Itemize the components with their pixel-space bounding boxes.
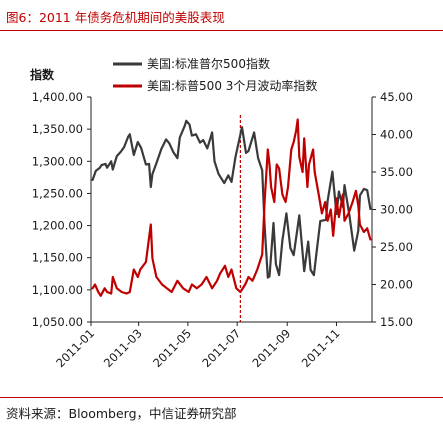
right-axis: 15.00 20.00 25.00 30.00 35.00 40.00 45.00	[371, 90, 413, 329]
left-tick-label: 1,050.00	[32, 315, 83, 329]
legend-label-sp500: 美国:标准普尔500指数	[147, 56, 270, 71]
left-tick-label: 1,350.00	[32, 122, 83, 136]
left-tick-label: 1,150.00	[32, 251, 83, 265]
x-tick-label: 2011-07	[199, 326, 243, 370]
x-tick-label: 2011-09	[249, 326, 293, 370]
title-rule	[0, 30, 443, 31]
source-note: 资料来源：Bloomberg，中信证券研究部	[6, 406, 237, 421]
right-tick-label: 40.00	[380, 128, 413, 142]
left-tick-label: 1,250.00	[32, 186, 83, 200]
left-tick-label: 1,400.00	[32, 90, 83, 104]
x-tick-label: 2011-03	[101, 326, 145, 370]
series-layer	[91, 115, 372, 322]
figure-title: 图6：2011 年债务危机期间的美股表现	[6, 10, 225, 25]
legend-label-volatility: 美国:标普500 3个月波动率指数	[147, 78, 317, 93]
sp500-series-line	[91, 119, 372, 279]
source-rule	[0, 397, 443, 398]
x-tick-label: 2011-11	[299, 326, 343, 370]
left-axis: 指数 1,050.00 1,100.00 1,150.00 1,200.00 1,250.…	[30, 67, 92, 329]
right-tick-label: 20.00	[380, 278, 413, 292]
left-tick-label: 1,200.00	[32, 219, 83, 233]
left-tick-label: 1,300.00	[32, 154, 83, 168]
x-tick-label: 2011-05	[150, 326, 194, 370]
right-tick-label: 15.00	[380, 315, 413, 329]
dual-axis-line-chart: 指数 1,050.00 1,100.00 1,150.00 1,200.00 1,250.…	[30, 56, 413, 370]
left-axis-label: 指数	[30, 67, 55, 82]
left-tick-label: 1,100.00	[32, 283, 83, 297]
x-axis: 2011-01 2011-03 2011-05 2011-07 2011-09 2011-…	[53, 321, 372, 370]
right-tick-label: 45.00	[380, 90, 413, 104]
right-tick-label: 30.00	[380, 203, 413, 217]
x-tick-label: 2011-01	[53, 326, 97, 370]
volatility-series-line	[91, 118, 372, 297]
right-tick-label: 35.00	[380, 165, 413, 179]
right-tick-label: 25.00	[380, 240, 413, 254]
